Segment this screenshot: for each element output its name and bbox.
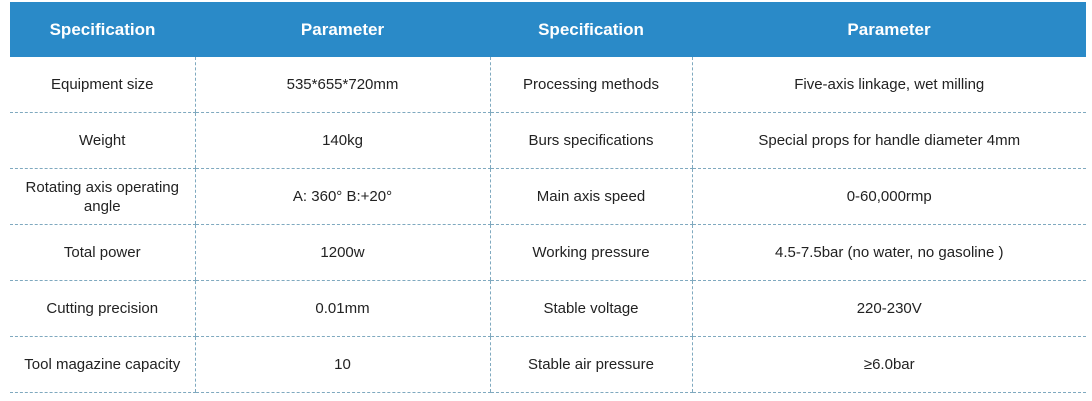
header-specification: Specification	[490, 2, 692, 57]
table-row: Total power 1200w Working pressure 4.5-7.5b…	[10, 224, 1086, 281]
param-cell: Special props for handle diameter 4mm	[691, 112, 1086, 169]
param-cell: 140kg	[194, 112, 490, 169]
spec-cell: Burs specifications	[489, 112, 692, 169]
spec-cell: Total power	[10, 224, 195, 281]
header-specification: Specification	[10, 2, 195, 57]
param-cell: 10	[194, 336, 490, 393]
param-cell: 535*655*720mm	[194, 57, 490, 113]
spec-cell: Rotating axis operating angle	[10, 168, 195, 225]
spec-cell: Cutting precision	[10, 280, 195, 337]
param-cell: 0-60,000rmp	[691, 168, 1086, 225]
param-cell: Five-axis linkage, wet milling	[691, 57, 1086, 113]
spec-cell: Equipment size	[10, 57, 195, 113]
spec-cell: Working pressure	[489, 224, 692, 281]
spec-cell: Main axis speed	[489, 168, 692, 225]
header-parameter: Parameter	[692, 2, 1086, 57]
param-cell: ≥6.0bar	[691, 336, 1086, 393]
spec-cell: Processing methods	[489, 57, 692, 113]
param-cell: 1200w	[194, 224, 490, 281]
param-cell: 4.5-7.5bar (no water, no gasoline )	[691, 224, 1086, 281]
table-row: Rotating axis operating angle A: 360° B:+…	[10, 168, 1086, 225]
table-row: Weight 140kg Burs specifications Special pr…	[10, 112, 1086, 169]
table-header-row: Specification Parameter Specification Pa…	[10, 2, 1086, 57]
param-cell: A: 360° B:+20°	[194, 168, 490, 225]
header-parameter: Parameter	[195, 2, 490, 57]
specification-table: Specification Parameter Specification Pa…	[10, 2, 1086, 393]
table-row: Equipment size 535*655*720mm Processing me…	[10, 57, 1086, 113]
spec-cell: Tool magazine capacity	[10, 336, 195, 393]
param-cell: 220-230V	[691, 280, 1086, 337]
spec-cell: Stable voltage	[489, 280, 692, 337]
spec-cell: Stable air pressure	[489, 336, 692, 393]
table-row: Cutting precision 0.01mm Stable voltage 220…	[10, 280, 1086, 337]
param-cell: 0.01mm	[194, 280, 490, 337]
table-row: Tool magazine capacity 10 Stable air press…	[10, 336, 1086, 393]
spec-cell: Weight	[10, 112, 195, 169]
